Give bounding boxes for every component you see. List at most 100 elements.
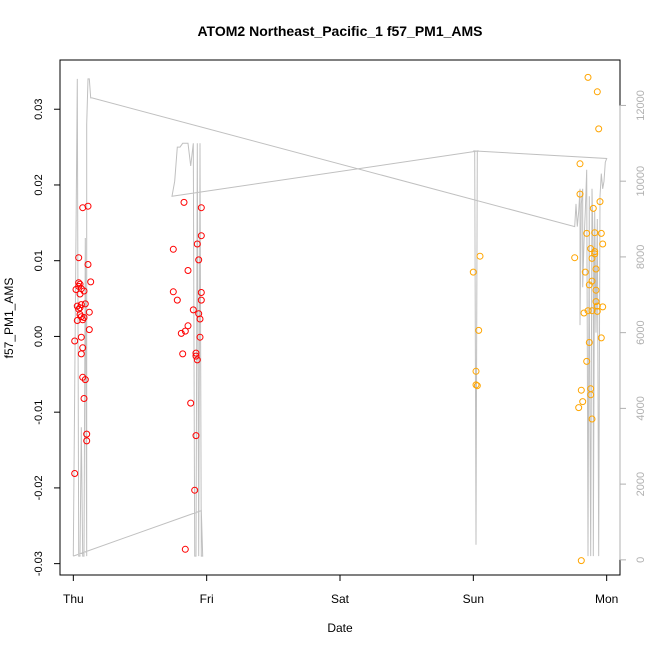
data-point-red [191,486,199,494]
y-axis: -0.03 -0.02 -0.01 0.00 0.01 0.02 0.03 [33,99,61,576]
data-point-red [80,314,88,321]
x-axis-label: Date [327,621,353,635]
data-point-red [85,308,93,316]
y2-tick-label: 4000 [635,396,647,420]
data-point-red [79,344,87,352]
data-point-orange [583,357,591,365]
data-point-orange [592,298,600,306]
y2-tick-label: 2000 [635,472,647,496]
data-point-orange [576,190,584,198]
y2-axis: 0 2000 4000 6000 8000 10000 12000 [619,90,647,563]
data-point-orange [584,73,592,81]
data-point-orange [599,240,607,248]
data-point-red [196,315,204,323]
data-point-orange [593,88,601,96]
data-point-orange [595,125,603,133]
y-tick-label: 0.00 [33,326,45,347]
data-point-red [179,350,187,358]
y-tick-label: 0.01 [33,250,45,271]
x-tick-label: Mon [595,592,618,606]
line-series [72,78,608,557]
line-series-layer [72,78,608,557]
data-point-red [196,333,204,341]
data-point-red [177,329,185,337]
data-point-orange [475,326,483,334]
data-point-orange [571,254,579,262]
data-point-red [192,349,200,357]
data-point-orange [588,415,596,423]
x-axis: Thu Fri Sat Sun Mon [63,574,618,606]
plot-frame [59,59,621,576]
x-tick-label: Sun [463,592,484,606]
data-point-red [77,301,85,309]
y2-tick-label: 10000 [635,166,647,197]
y2-tick-label: 12000 [635,90,647,121]
data-point-red [84,261,92,268]
data-point-red [193,240,201,248]
data-point-orange [589,204,597,212]
data-point-orange [577,557,585,565]
data-point-orange [597,334,605,342]
y2-tick-label: 8000 [635,245,647,269]
x-tick-label: Sat [331,592,350,606]
data-point-red [197,204,205,212]
data-point-orange [596,198,604,206]
data-point-red [71,337,79,345]
data-point-orange [591,248,599,256]
x-tick-label: Fri [200,592,214,606]
data-point-orange [469,268,477,276]
data-point-red [80,395,88,402]
data-point-red [192,352,200,360]
data-point-red [84,202,92,210]
data-point-red [75,279,83,287]
data-point-red [173,296,181,304]
x-tick-label: Thu [63,592,84,606]
data-point-red [81,376,89,384]
data-point-orange [593,302,601,310]
data-point-red [184,267,192,274]
data-point-orange [472,367,480,375]
data-point-orange [575,404,583,412]
data-point-red [189,306,197,314]
data-point-red [76,280,84,288]
data-point-red [83,430,91,438]
data-point-orange [585,339,593,346]
data-point-orange [592,265,600,273]
data-point-red [180,198,188,206]
data-point-orange [583,229,591,237]
data-point-red [197,296,205,304]
data-point-red [169,288,177,296]
data-point-red [81,300,89,308]
points-layer [71,73,607,565]
data-point-red [77,333,85,341]
data-point-red [197,232,205,240]
data-point-orange [593,307,601,315]
y-tick-label: -0.03 [33,551,45,576]
data-point-red [197,289,205,296]
data-point-orange [592,286,600,294]
data-point-orange [597,229,605,237]
data-point-red [184,322,192,330]
data-point-orange [588,277,596,285]
y-tick-label: 0.03 [33,99,45,120]
y-axis-label: f57_PM1_AMS [2,278,16,359]
data-point-red [187,399,195,407]
y2-tick-label: 0 [635,557,647,563]
data-point-orange [584,307,592,315]
data-point-red [85,326,93,334]
data-point-orange [576,160,584,168]
data-point-orange [476,252,484,260]
data-point-orange [591,229,599,237]
data-point-red [192,432,200,440]
y-tick-label: 0.02 [33,174,45,195]
data-point-red [83,437,91,445]
data-point-orange [577,386,585,394]
data-point-red [77,350,85,358]
data-point-red [75,254,83,262]
data-point-red [181,545,189,553]
data-point-red [71,470,79,477]
y2-tick-label: 6000 [635,320,647,344]
data-point-red [87,278,95,286]
data-point-red [195,256,203,264]
